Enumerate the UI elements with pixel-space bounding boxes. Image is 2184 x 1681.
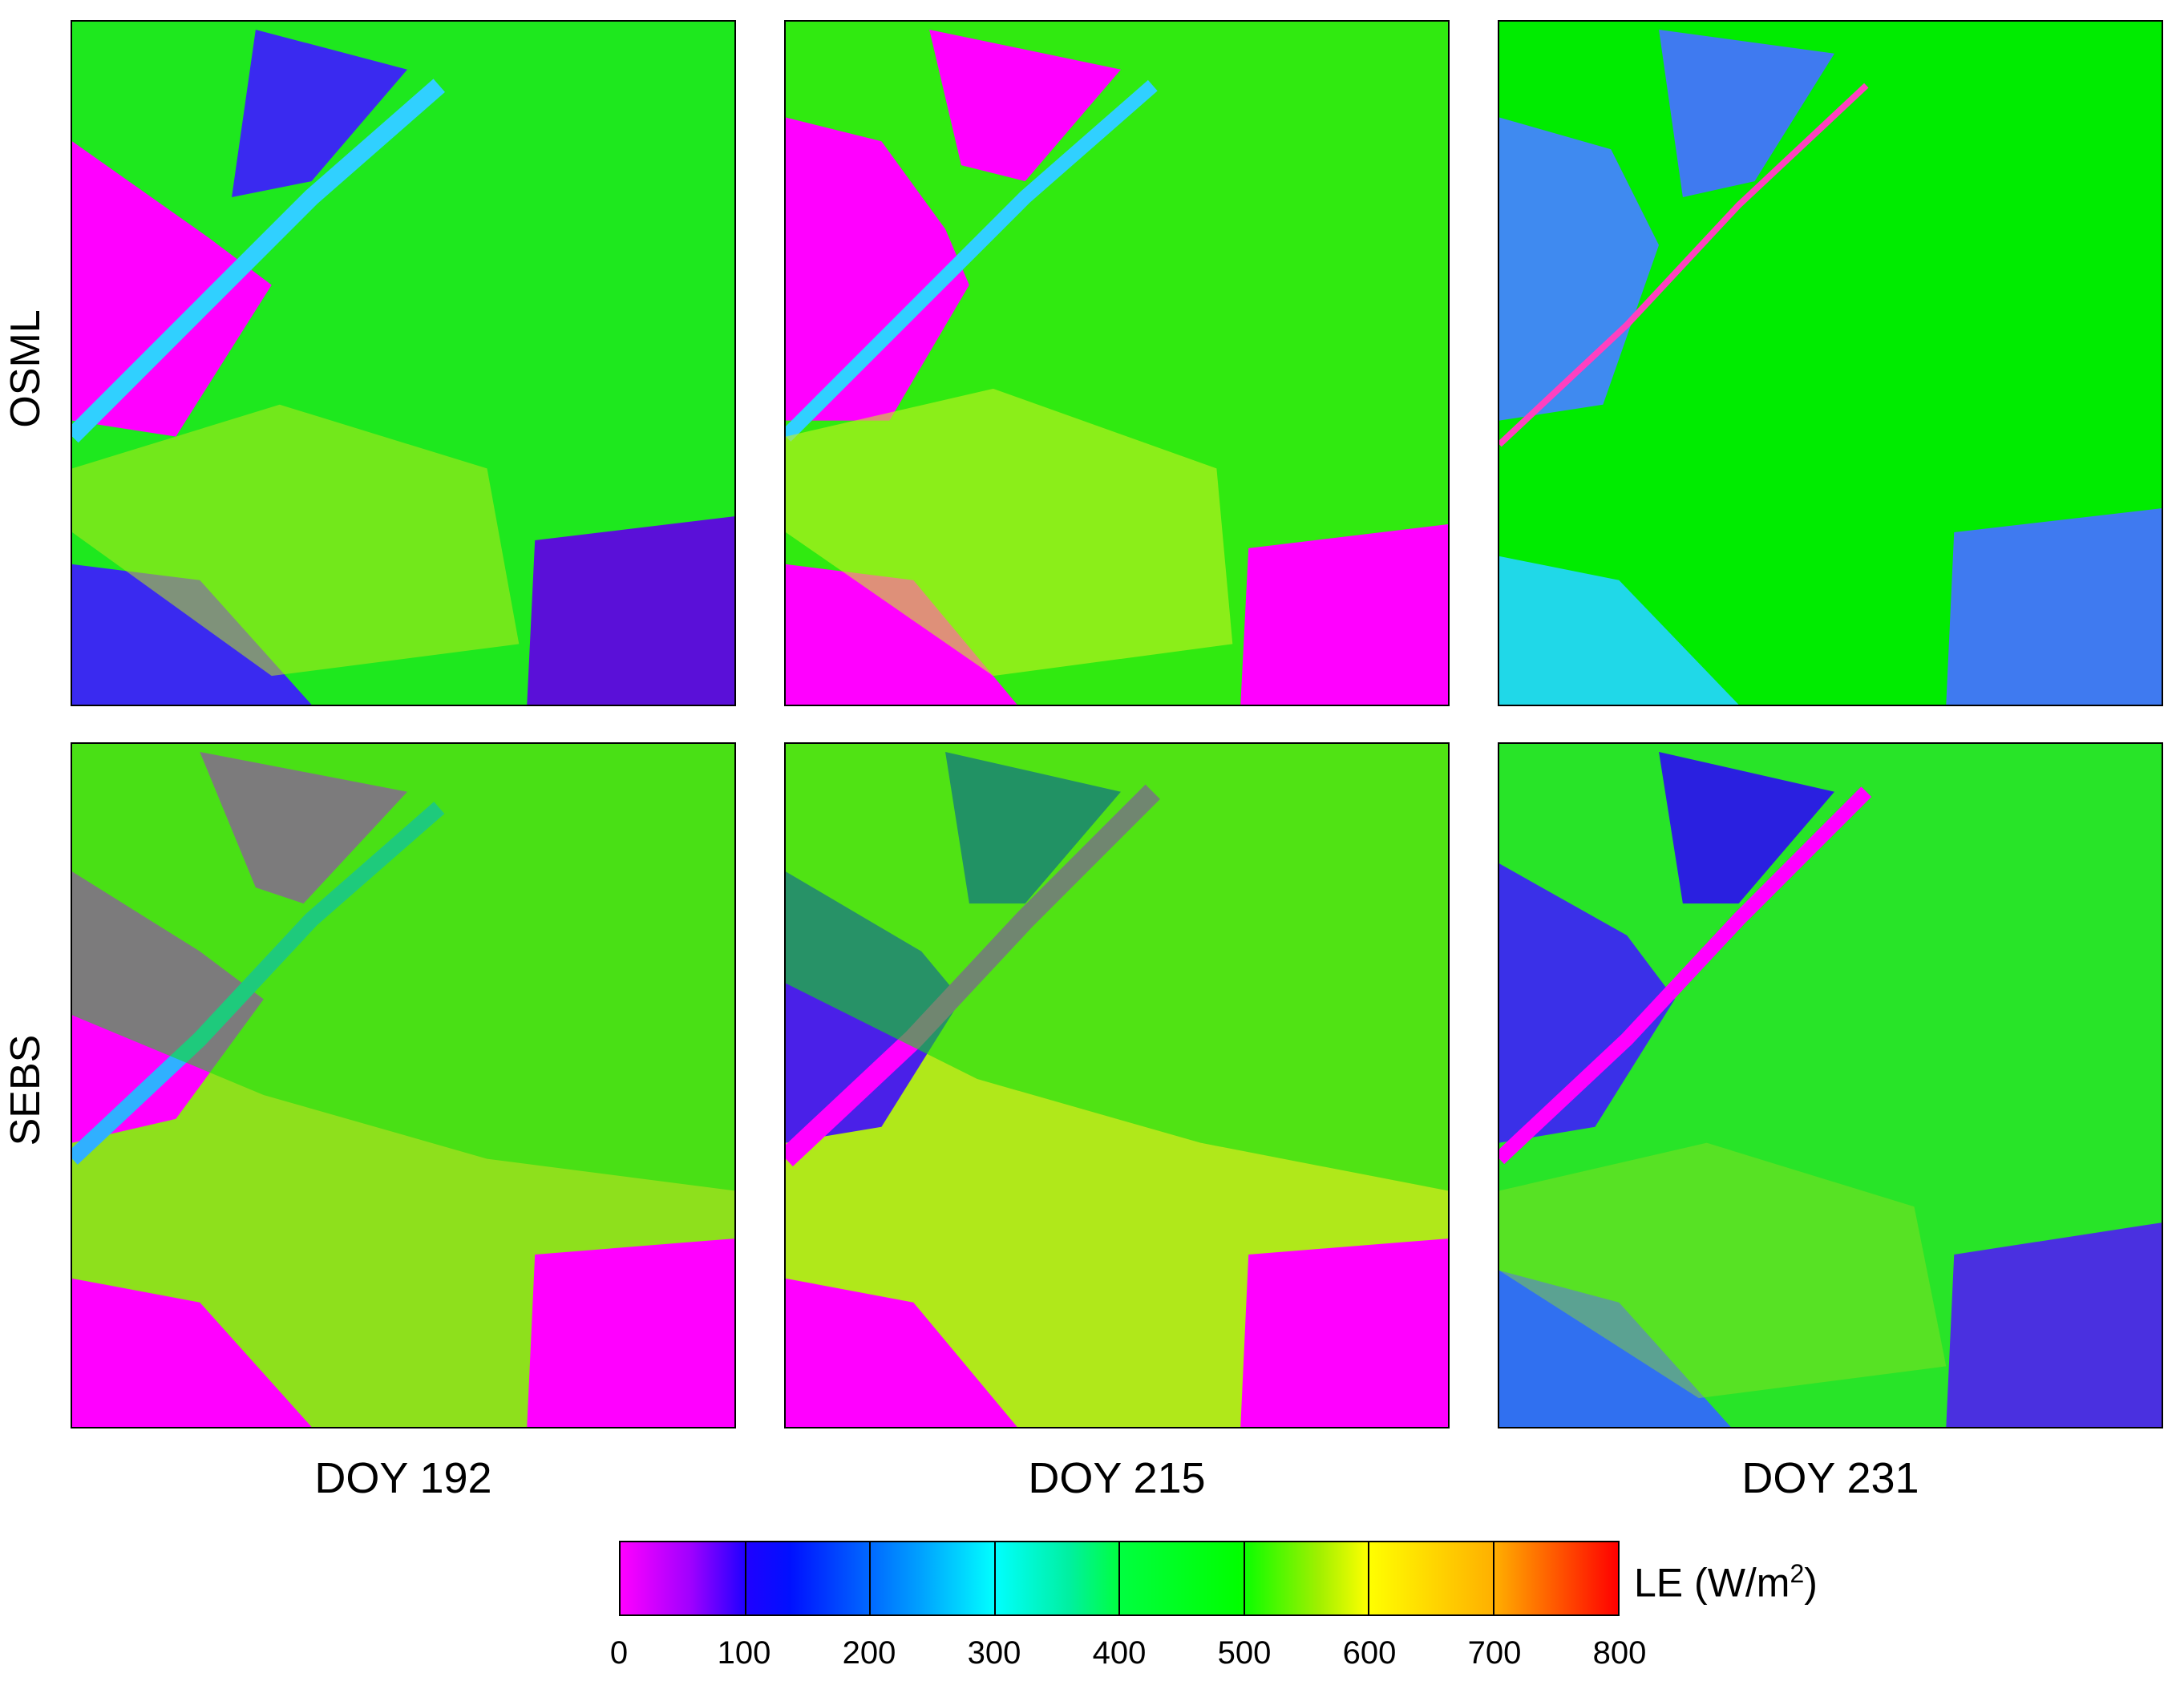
colorbar-divider [869,1542,871,1614]
row-label-sebs: SEBS [2,1034,49,1146]
colorbar-title-main: LE (W/m [1634,1560,1790,1606]
map-patch-upper-left [1499,863,1675,1143]
colorbar-tick-label: 700 [1467,1635,1522,1671]
map-patch-top-basin [1659,751,1834,904]
colorbar-divider [1118,1542,1120,1614]
map-patch-lower-left [1499,556,1739,705]
map-patch-lower-right [1946,1222,2162,1427]
panel-sebs-doy-231 [1498,742,2163,1428]
map-green-zone [72,744,734,1191]
colorbar-title: LE (W/m2) [1634,1559,1818,1606]
colorbar-tick-label: 200 [842,1635,896,1671]
colorbar-tick-label: 600 [1342,1635,1397,1671]
map-osml-doy-231 [1499,22,2162,705]
panel-sebs-doy-192 [71,742,736,1428]
column-label-doy-192: DOY 192 [314,1454,492,1502]
map-osml-doy-215 [786,22,1448,705]
map-patch-top-basin [929,29,1121,182]
map-patch-upper-left [1499,117,1660,421]
colorbar-tick-label: 300 [967,1635,1021,1671]
map-river [1499,786,1872,1165]
map-patch-lower-right [527,516,734,705]
panel-osml-doy-231 [1498,20,2163,706]
colorbar-tick-label: 800 [1592,1635,1647,1671]
map-patch-lower-right [527,1239,734,1427]
map-yellow-zone [72,404,520,677]
column-label-doy-231: DOY 231 [1741,1454,1919,1502]
panel-sebs-doy-215 [784,742,1450,1428]
map-patch-lower-left [786,564,1017,705]
map-sebs-doy-231 [1499,744,2162,1427]
colorbar-tick-label: 0 [609,1635,629,1671]
map-river [786,79,1158,442]
map-patch-upper-left [72,141,272,437]
colorbar-divider [1492,1542,1494,1614]
map-sebs-doy-192 [72,744,734,1427]
colorbar-divider [1243,1542,1245,1614]
colorbar-tick-label: 400 [1092,1635,1147,1671]
map-river [72,79,445,443]
map-yellow-zone [1499,1142,1947,1399]
map-yellow-zone [786,388,1233,677]
map-patch-lower-right [1240,1239,1448,1427]
map-patch-lower-left [786,1278,1017,1427]
map-osml-doy-192 [72,22,734,705]
colorbar-divider [744,1542,746,1614]
colorbar-divider [1368,1542,1369,1614]
map-sebs-doy-215 [786,744,1448,1427]
colorbar-tick-label: 100 [717,1635,771,1671]
map-patch-lower-left [1499,1270,1731,1427]
map-patch-upper-left [786,117,969,421]
map-patch-lower-left [72,1278,312,1427]
panel-osml-doy-215 [784,20,1450,706]
colorbar-divider [993,1542,996,1614]
colorbar [619,1541,1620,1616]
map-patch-top-basin [1659,29,1834,197]
map-green-zone [786,744,1448,1191]
map-patch-lower-left [72,564,312,705]
map-patch-top-basin [232,29,407,197]
colorbar-title-end: ) [1804,1560,1818,1606]
column-label-doy-215: DOY 215 [1028,1454,1206,1502]
row-label-osml: OSML [2,309,49,428]
colorbar-tick-label: 500 [1217,1635,1272,1671]
panel-osml-doy-192 [71,20,736,706]
map-patch-lower-right [1946,508,2162,705]
map-patch-lower-right [1240,524,1448,705]
colorbar-title-superscript: 2 [1790,1559,1805,1588]
map-river [1499,83,1869,447]
